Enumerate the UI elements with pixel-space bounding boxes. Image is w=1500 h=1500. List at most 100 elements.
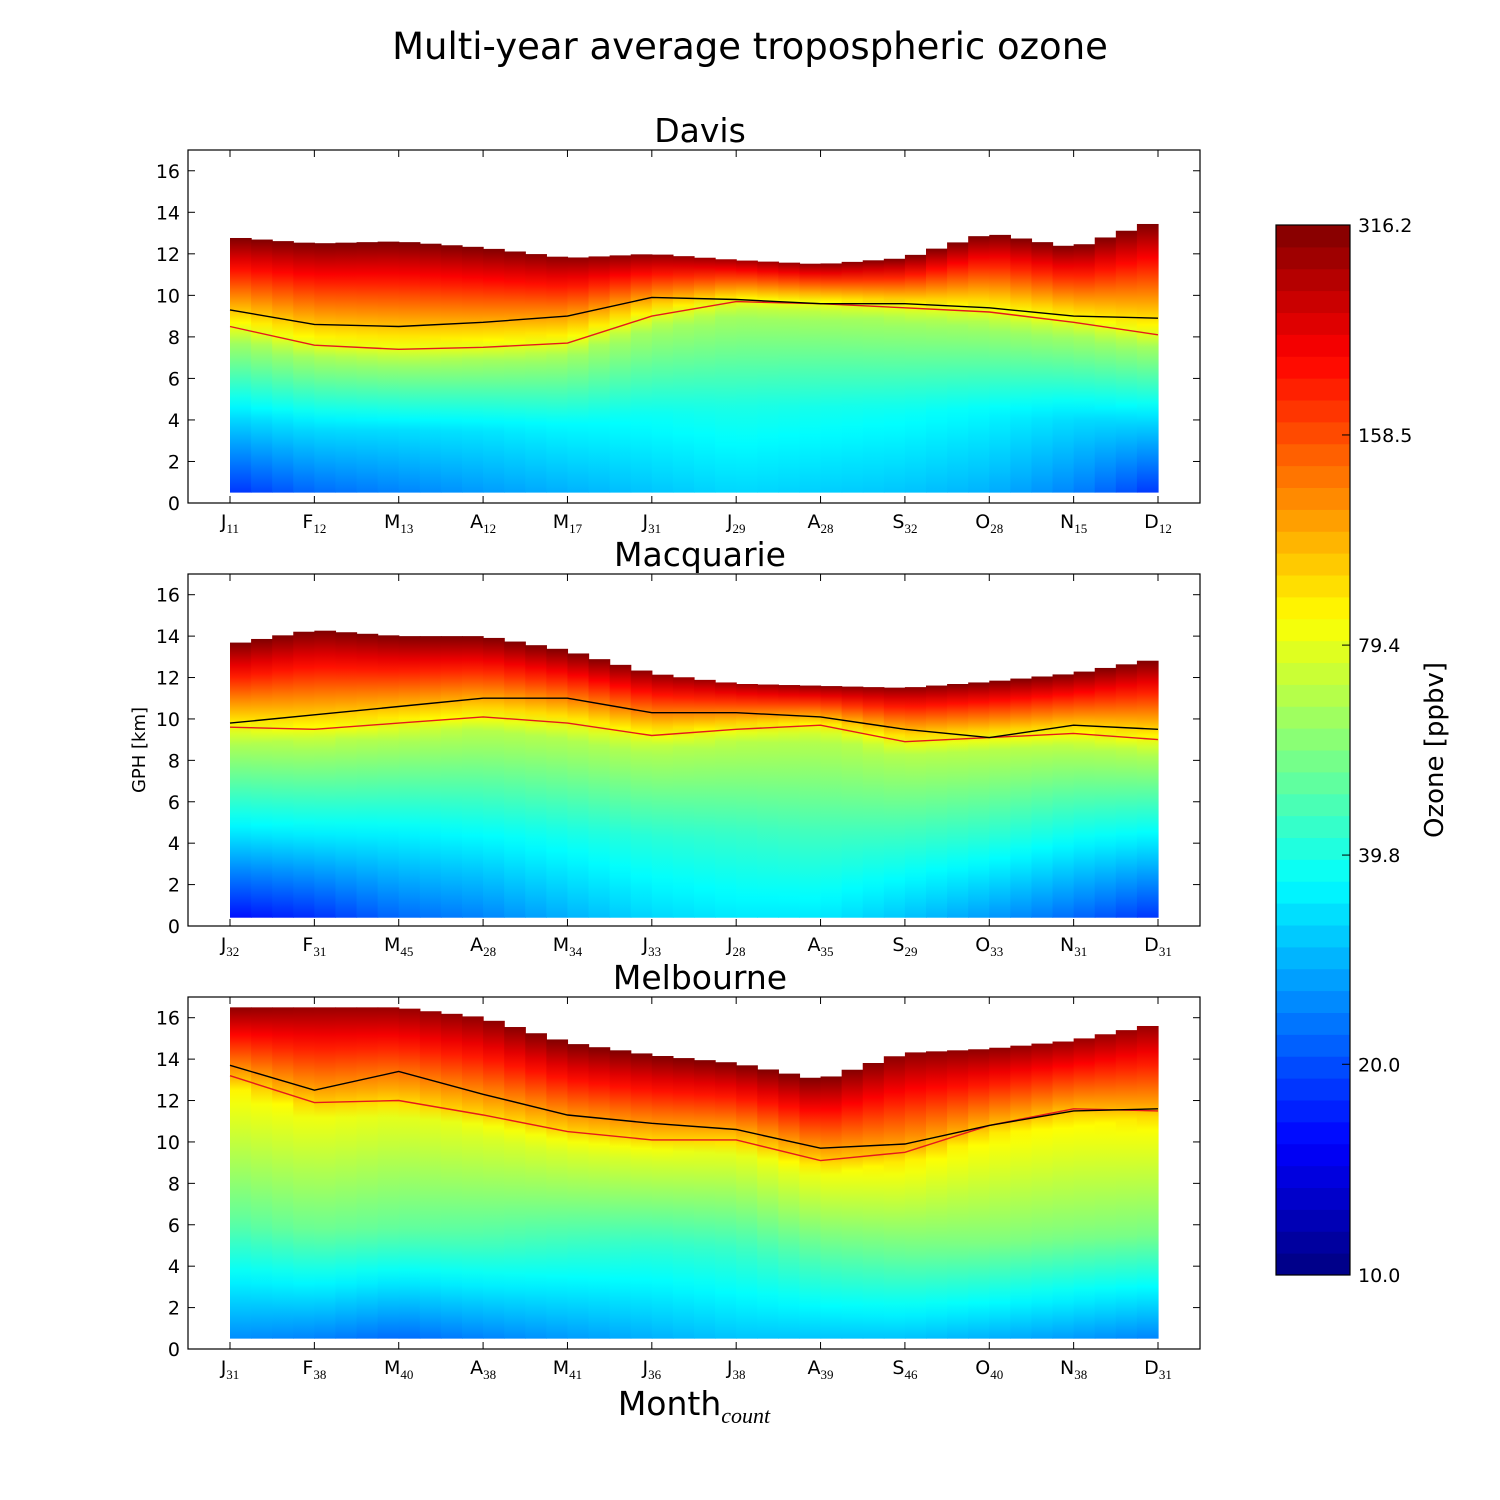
ozone-column bbox=[715, 682, 737, 918]
ozone-column bbox=[715, 1062, 737, 1339]
colorbar-band bbox=[1276, 771, 1350, 795]
y-tick-label: 12 bbox=[156, 244, 180, 266]
x-axis-label: Monthcount bbox=[618, 1384, 771, 1428]
x-tick-label: D31 bbox=[1144, 1357, 1172, 1382]
ozone-column bbox=[272, 241, 294, 493]
y-tick-label: 2 bbox=[168, 1298, 180, 1320]
x-tick-label: M45 bbox=[384, 934, 413, 959]
ozone-column bbox=[1052, 1041, 1075, 1339]
ozone-column bbox=[1094, 237, 1117, 493]
colorbar-band bbox=[1276, 728, 1350, 751]
x-tick-label: O33 bbox=[975, 934, 1003, 959]
ozone-column bbox=[335, 1007, 358, 1339]
ozone-column bbox=[883, 1056, 906, 1339]
tropopause-red-line bbox=[229, 300, 1159, 351]
ozone-column bbox=[419, 1011, 442, 1339]
ozone-field bbox=[230, 1007, 1159, 1339]
ozone-column bbox=[546, 256, 569, 493]
ozone-column bbox=[525, 254, 547, 493]
ozone-column bbox=[799, 263, 822, 493]
colorbar-band bbox=[1276, 1253, 1350, 1276]
colorbar-tick-label: 39.8 bbox=[1358, 845, 1400, 867]
ozone-column bbox=[736, 260, 758, 493]
colorbar-band bbox=[1276, 487, 1350, 510]
ozone-column bbox=[672, 1058, 695, 1339]
ozone-column bbox=[1010, 678, 1033, 918]
colorbar-band bbox=[1276, 946, 1350, 970]
ozone-column bbox=[377, 241, 400, 493]
ozone-column bbox=[715, 259, 737, 493]
x-tick-label: F31 bbox=[302, 934, 326, 959]
ozone-column bbox=[462, 636, 484, 918]
ozone-column bbox=[356, 1007, 379, 1339]
colorbar-frame bbox=[1275, 224, 1351, 1276]
x-tick-label: A28 bbox=[470, 934, 496, 959]
ozone-column bbox=[1094, 1034, 1117, 1339]
colorbar-band bbox=[1276, 1187, 1350, 1210]
x-tick-label: M34 bbox=[553, 934, 583, 959]
ozone-column bbox=[926, 685, 948, 918]
ozone-column bbox=[272, 635, 294, 918]
ozone-column bbox=[694, 257, 716, 493]
ozone-column bbox=[377, 635, 400, 918]
colorbar-band bbox=[1276, 903, 1350, 926]
colorbar-band bbox=[1276, 553, 1350, 576]
ozone-column bbox=[968, 236, 990, 493]
x-tick-label: M41 bbox=[553, 1357, 582, 1382]
colorbar-band bbox=[1276, 968, 1350, 992]
colorbar-band bbox=[1276, 421, 1350, 445]
ozone-column bbox=[588, 256, 611, 493]
ozone-column bbox=[947, 684, 969, 918]
colorbar-band bbox=[1276, 290, 1350, 314]
ozone-field bbox=[230, 223, 1159, 493]
tropopause-black-line bbox=[229, 296, 1159, 328]
colorbar-band bbox=[1276, 881, 1350, 904]
ozone-column bbox=[398, 636, 421, 918]
ozone-column bbox=[968, 1049, 990, 1339]
colorbar-band bbox=[1276, 443, 1350, 467]
colorbar-band bbox=[1276, 1012, 1350, 1035]
ozone-column bbox=[904, 1052, 927, 1339]
ozone-column bbox=[251, 638, 273, 918]
ozone-column bbox=[757, 1069, 779, 1339]
ozone-column bbox=[483, 248, 505, 493]
ozone-column bbox=[799, 685, 822, 918]
colorbar-band bbox=[1276, 531, 1350, 554]
colorbar-band bbox=[1276, 1100, 1350, 1123]
ozone-column bbox=[672, 256, 695, 493]
ozone-column bbox=[335, 242, 358, 493]
colorbar-band bbox=[1276, 1034, 1350, 1057]
ozone-column bbox=[230, 642, 252, 918]
y-tick-label: 14 bbox=[156, 1049, 180, 1071]
ozone-column bbox=[1136, 1025, 1159, 1339]
colorbar-band bbox=[1276, 356, 1350, 379]
plot-frame bbox=[187, 573, 1201, 927]
colorbar-band bbox=[1276, 1143, 1350, 1167]
ozone-column bbox=[293, 631, 315, 918]
ozone-column bbox=[609, 1050, 632, 1339]
ozone-column bbox=[293, 1007, 315, 1339]
colorbar-band bbox=[1276, 596, 1350, 620]
ozone-column bbox=[314, 1007, 337, 1339]
x-tick-label: N31 bbox=[1060, 934, 1087, 959]
ozone-column bbox=[778, 1073, 801, 1339]
ozone-column bbox=[736, 684, 758, 918]
panel-davis: Davis 0 2 4 6 8 10 12 14 16 J11 F12 M13 A12 M17 J31 J29 A… bbox=[156, 111, 1201, 536]
ozone-column bbox=[419, 243, 442, 493]
ozone-column bbox=[546, 1039, 569, 1339]
y-tick-label: 4 bbox=[168, 1256, 180, 1278]
colorbar-band bbox=[1276, 1165, 1350, 1189]
y-tick-label: 12 bbox=[156, 1091, 180, 1113]
ozone-column bbox=[1115, 1030, 1138, 1339]
ozone-column bbox=[904, 687, 927, 918]
colorbar-label: Ozone [ppbv] bbox=[1420, 662, 1450, 838]
ozone-column bbox=[251, 1007, 273, 1339]
figure-title: Multi-year average tropospheric ozone bbox=[392, 25, 1108, 68]
ozone-column bbox=[230, 237, 252, 493]
ozone-column bbox=[419, 636, 442, 918]
x-tick-label: N15 bbox=[1060, 511, 1087, 536]
ozone-column bbox=[1136, 223, 1159, 493]
ozone-column bbox=[251, 239, 273, 493]
ozone-column bbox=[1073, 1038, 1096, 1339]
